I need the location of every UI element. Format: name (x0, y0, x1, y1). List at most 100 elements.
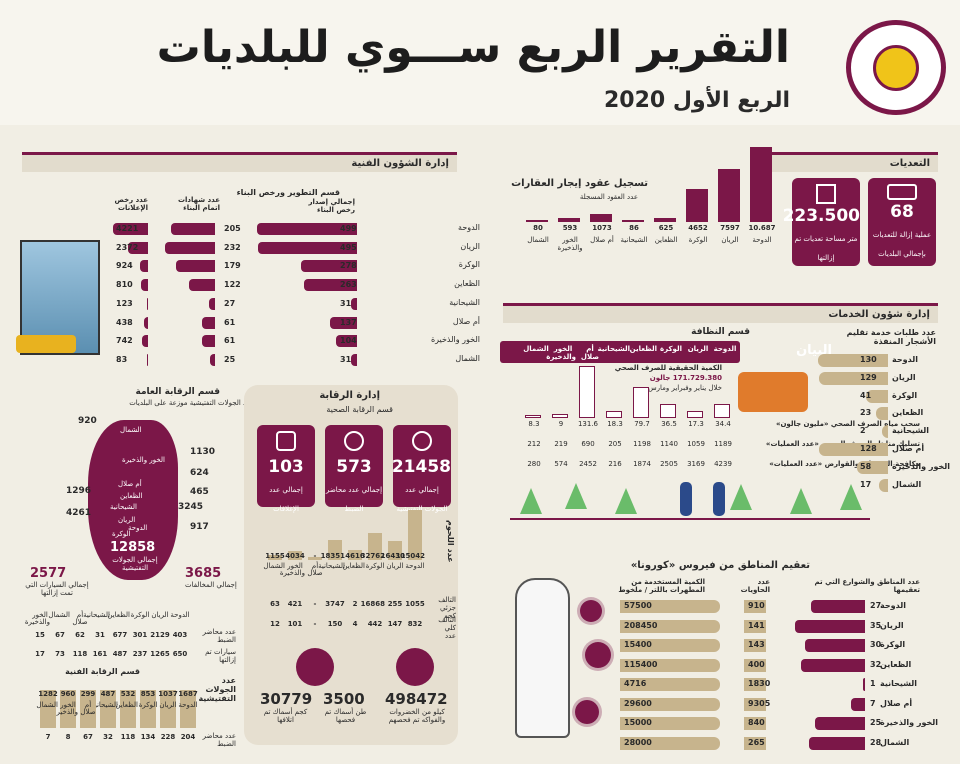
tc-value: 1282 (38, 690, 58, 698)
trees-name: أم صلال (892, 444, 925, 453)
trees-title: عدد طلبات خدمة تقليم الأشجار المنفذة (846, 328, 936, 346)
tc-value: 1687 (178, 690, 198, 698)
ministry-logo (846, 20, 946, 115)
rent-value: 10.687 (748, 224, 776, 232)
corona-qty-bar (620, 639, 720, 652)
dmg-cnt: 832 (407, 620, 423, 628)
map-count: 1296 (66, 486, 92, 496)
sewage-value: 9 (558, 420, 564, 428)
tech-bar-c (141, 335, 148, 348)
r2-value: 205 (608, 440, 622, 448)
trees-bar (882, 425, 888, 439)
corona-name: الريان (880, 620, 904, 630)
rent-value: 7597 (720, 224, 740, 232)
corona-containers: 265 (748, 737, 765, 747)
rent-subtitle: عدد العقود المسجلة (579, 193, 638, 201)
fish-t-label: طن أسماك تم فحصها (324, 708, 367, 724)
trees-value: 58 (860, 461, 872, 471)
tech-val-b: 25 (224, 354, 236, 364)
corona-zone-bar (811, 600, 865, 613)
page-title: التقرير الربع ســـوي للبلديات (156, 22, 790, 73)
rent-label: الشمال (527, 236, 549, 244)
page-subtitle: الربع الأول 2020 (603, 88, 790, 113)
map-label: الظعاين (120, 492, 143, 500)
corona-h3: الكمية المستخدمة من المطهرات باللتر / مل… (618, 578, 705, 594)
dmg-kg: 421 (287, 600, 303, 608)
trees-bar (818, 354, 888, 367)
trees-value: 17 (860, 479, 872, 489)
r3-value: 2505 (660, 460, 678, 468)
tech-val-a: 263 (340, 280, 357, 290)
sewage-period: خلال يناير وفبراير ومارس (648, 384, 722, 392)
tech-val-a: 31 (340, 354, 352, 364)
map-label: الخور والذخيرة (122, 456, 165, 464)
rent-label: الريان (721, 236, 739, 244)
rent-label: أم صلال (590, 236, 614, 244)
gen-car: 161 (92, 650, 108, 658)
corona-zone: 30 (870, 640, 882, 649)
tech-val-b: 61 (224, 336, 236, 346)
corona-qty: 57500 (624, 601, 652, 610)
general-total: 12858 (110, 540, 156, 555)
food-head: الريان (386, 562, 404, 570)
map-count: 3245 (178, 502, 204, 512)
map-label: الشمال (120, 426, 142, 434)
tech-dept: قسم التطوير ورخص البناء (236, 188, 340, 197)
fish-kg-label: كجم أسماك تم اتلافها (263, 708, 308, 724)
r2-value: 212 (527, 440, 541, 448)
dmg-kg: 2 (352, 600, 358, 608)
sewage-bar (714, 404, 730, 418)
r3-value: 280 (527, 460, 541, 468)
tours-card: 21458 إجمالي عدد الجولات التفتيشية (391, 425, 451, 513)
section-modifications: التعديات (764, 152, 938, 172)
food-head: الشيحانية (318, 562, 345, 570)
tech-val-c: 2372 (116, 242, 139, 252)
tech-bar-c (146, 297, 148, 310)
corona-zone-bar (805, 639, 865, 652)
gen-car: 487 (112, 650, 128, 658)
trees-value: 23 (860, 408, 872, 418)
general-title: قسم الرقابة العامة (135, 387, 220, 397)
tech-val-a: 104 (340, 336, 357, 346)
tours-value: 21458 (391, 457, 451, 477)
cleaning-header (500, 341, 740, 363)
sewage-bar (525, 414, 541, 418)
tech-row-name: أم صلال (452, 316, 480, 326)
tc-value: 853 (140, 690, 156, 698)
rent-label: الظعاين (654, 236, 678, 244)
trees-value: 130 (860, 355, 877, 364)
dmg-cnt: 4 (352, 620, 358, 628)
r2-value: 1198 (633, 440, 651, 448)
r2-value: 219 (554, 440, 568, 448)
bulldozer-icon (887, 184, 917, 200)
r3-label: مكافحة الحشرات والقوارض «عدد العمليات» (769, 460, 920, 468)
techctrl-fines-label: عدد محاضر الضبط (202, 732, 236, 748)
removal-label: عملية إزالة للتعديات بإجمالي البلديات (872, 231, 932, 258)
corona-zone: 28 (870, 737, 882, 747)
gen-head: الوكرة (130, 611, 150, 619)
food-value: - (313, 552, 317, 560)
tech-col2: عدد شهادات اتمام البناء (177, 196, 220, 212)
cars-removed: 2577 (30, 566, 67, 581)
tech-val-b: 122 (224, 280, 241, 290)
corona-h2: عدد الحاويات (740, 578, 770, 594)
tech-bar-a (257, 223, 357, 235)
tc-head: الوكرة (138, 701, 158, 709)
tc-head: الدوحة (178, 701, 198, 709)
corona-qty-bar (620, 600, 720, 613)
tc-value: 532 (120, 690, 136, 698)
sewage-chart (500, 360, 732, 418)
tech-row-name: الخور والذخيرة (430, 335, 480, 345)
trees-bar (878, 478, 888, 492)
trees-value: 41 (860, 390, 872, 400)
dish-icon (344, 431, 364, 451)
clean-col: الشيحانية (597, 345, 630, 353)
tc-bar (60, 690, 76, 728)
rent-bar (718, 168, 740, 222)
rent-label: الدوحة (752, 236, 772, 244)
map-count: 920 (78, 416, 97, 426)
map-count: 917 (190, 522, 209, 532)
gen-head: الخور والذخيرة (24, 611, 50, 626)
tech-val-b: 27 (224, 298, 236, 308)
dmg-cnt: 147 (387, 620, 403, 628)
